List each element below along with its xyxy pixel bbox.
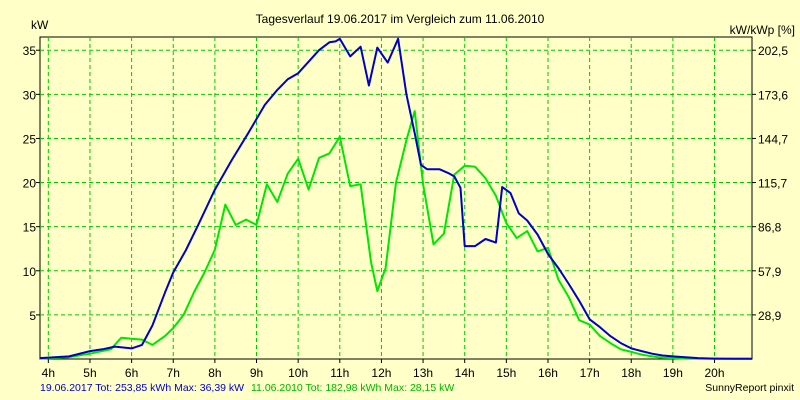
x-axis-ticks: 4h 5h 6h 7h 8h 9h 10h 11h 12h 13h 14h 15h 16h 17h 18h 1… [42, 359, 725, 380]
y2-tick-label: 115,7 [758, 177, 787, 191]
x-tick-label: 5h [83, 366, 96, 380]
series-line-11-06-2010 [39, 110, 752, 360]
y-axis-ticks-right: 28,9 57,9 86,8 115,7 144,7 173,6 202,5 [752, 44, 788, 323]
x-tick-label: 8h [208, 366, 221, 380]
legend-series-2010: 11.06.2010 Tot: 182,98 kWh Max: 28,15 kW [251, 382, 455, 394]
x-tick-label: 4h [42, 366, 55, 380]
x-tick-label: 12h [371, 366, 391, 380]
y-axis-label-right: kW/kWp [%] [730, 23, 795, 37]
y-tick-label: 20 [23, 177, 37, 191]
x-tick-label: 11h [330, 366, 349, 380]
x-tick-label: 7h [167, 366, 180, 380]
x-tick-label: 17h [580, 366, 600, 380]
legend-series-2017: 19.06.2017 Tot: 253,85 kWh Max: 36,39 kW [40, 382, 245, 394]
data-series [39, 37, 752, 360]
credit-text: SunnyReport pinxit [705, 382, 794, 394]
x-tick-label: 15h [496, 366, 516, 380]
y2-tick-label: 57,9 [758, 265, 782, 279]
x-tick-label: 13h [413, 366, 433, 380]
chart-footer: 19.06.2017 Tot: 253,85 kWh Max: 36,39 kW… [0, 382, 800, 398]
x-tick-label: 18h [621, 366, 641, 380]
x-tick-label: 14h [455, 366, 475, 380]
x-tick-label: 16h [538, 366, 558, 380]
plot-area-frame [39, 36, 753, 360]
y-axis-ticks-left: 5 10 15 20 25 30 35 [23, 44, 40, 323]
x-tick-label: 9h [250, 366, 263, 380]
chart-title: Tagesverlauf 19.06.2017 im Vergleich zum… [256, 12, 545, 26]
grid-lines [40, 37, 752, 359]
y-axis-label-left: kW [31, 18, 49, 32]
y2-tick-label: 86,8 [758, 221, 782, 235]
x-tick-label: 6h [125, 366, 138, 380]
x-tick-label: 19h [663, 366, 683, 380]
x-tick-label: 10h [288, 366, 308, 380]
y-tick-label: 35 [23, 44, 37, 58]
y-tick-label: 25 [23, 132, 37, 146]
y2-tick-label: 28,9 [758, 309, 782, 323]
y2-tick-label: 202,5 [758, 44, 788, 58]
x-tick-label: 20h [705, 366, 725, 380]
y2-tick-label: 144,7 [758, 132, 788, 146]
y2-tick-label: 173,6 [758, 88, 788, 102]
y-tick-label: 15 [23, 221, 37, 235]
y-tick-label: 10 [23, 265, 37, 279]
series-line-19-06-2017 [39, 37, 752, 360]
y-tick-label: 5 [29, 309, 36, 323]
y-tick-label: 30 [23, 88, 37, 102]
